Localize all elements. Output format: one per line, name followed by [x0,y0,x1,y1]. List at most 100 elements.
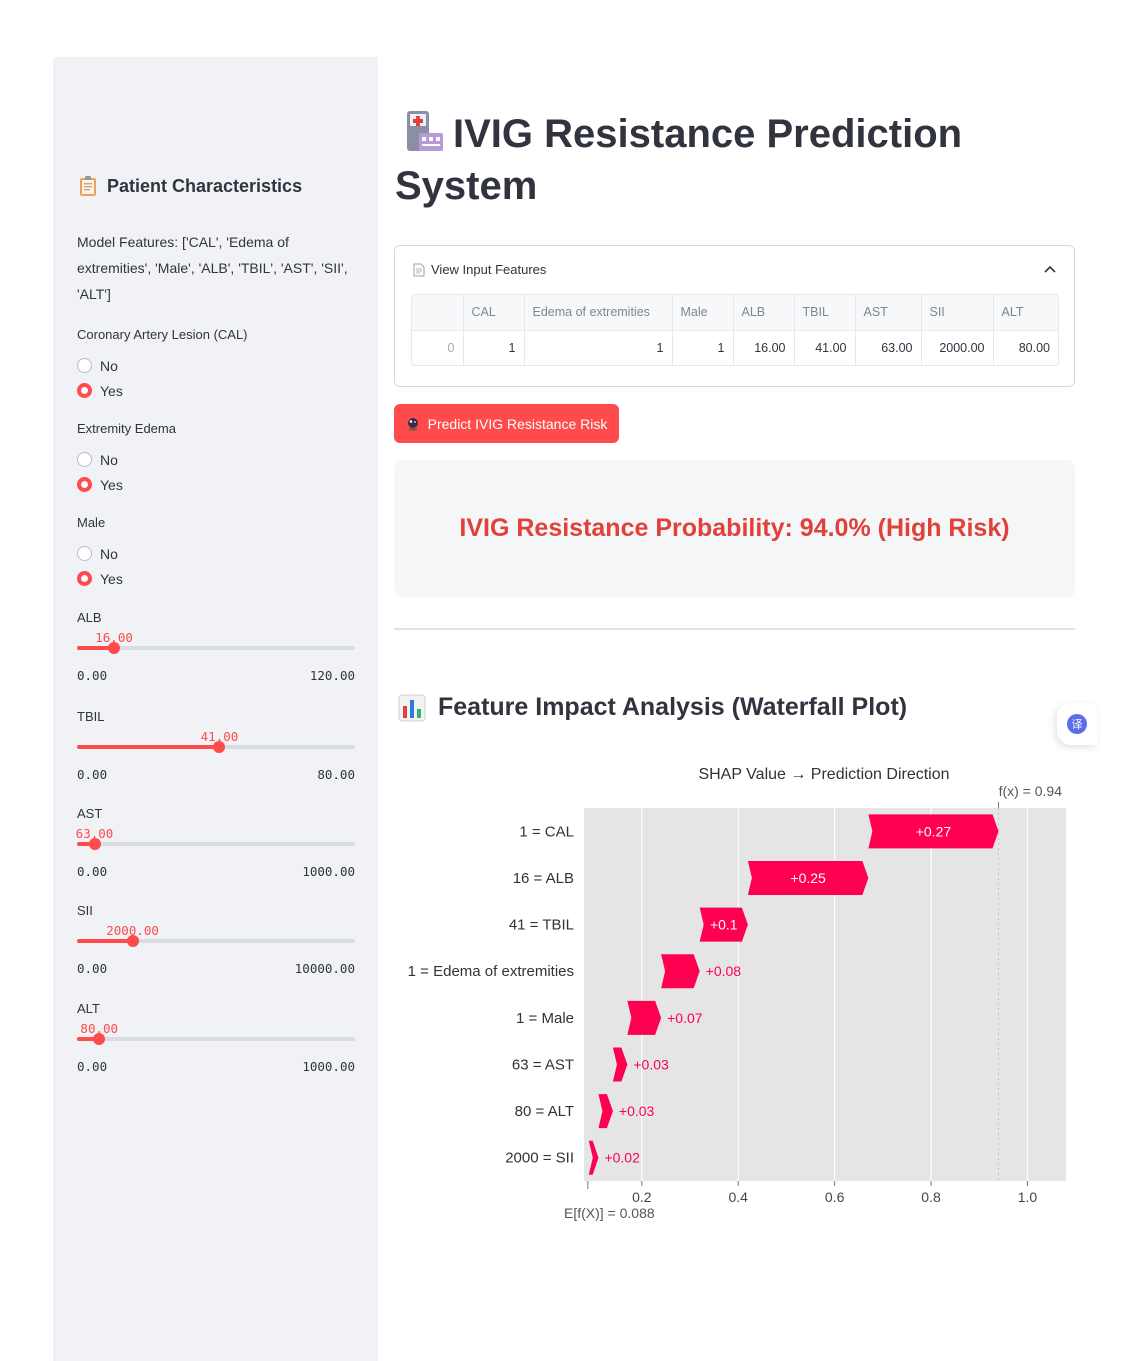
waterfall-bar [747,860,869,895]
crystal-ball-icon [407,417,418,430]
slider-fill [77,939,133,943]
input-features-table: CAL Edema of extremities Male ALB TBIL A… [411,294,1059,366]
slider-thumb[interactable] [88,838,101,850]
bar-value-label: +0.1 [710,917,738,933]
slider-ast[interactable]: AST 63.00 0.00 1000.00 [76,806,355,879]
table-cell: 80.00 [1018,340,1050,355]
slider-min: 0.00 [77,767,108,782]
slider-max: 120.00 [309,668,355,683]
chart-title: SHAP Value → Prediction Direction [698,766,949,783]
result-text: IVIG Resistance Probability: 94.0% (High… [459,514,1010,542]
table-cell: 41.00 [794,330,856,365]
waterfall-bar [699,907,748,942]
slider-min: 0.00 [77,668,108,683]
slider-value: 16.00 [95,630,133,645]
slider-max: 80.00 [317,767,355,782]
radio-option-no[interactable]: No [77,447,176,472]
page-title: IVIG Resistance Prediction System [395,108,1035,212]
table-header-cell: Male [672,295,734,331]
slider-value: 63.00 [75,826,114,841]
slider-track[interactable] [77,1033,355,1045]
x-tick-label: 0.6 [825,1189,845,1205]
table-cell: 63.00 [855,330,922,365]
hospital-icon [407,111,443,151]
expander-label: View Input Features [431,262,547,277]
slider-fill [77,745,220,749]
slider-tbil[interactable]: TBIL 41.00 0.00 80.00 [77,709,355,782]
translate-icon: 译 [1067,714,1087,734]
table-header-row: CAL Edema of extremities Male ALB TBIL A… [412,295,1058,331]
feature-label: 1 = CAL [519,823,574,840]
table-header-cell: ALB [733,295,795,331]
bar-value-label: +0.03 [633,1056,669,1072]
slider-min: 0.00 [77,864,108,879]
model-features-text: Model Features: ['CAL', 'Edema of extrem… [77,234,348,302]
feature-label: 1 = Male [516,1010,574,1027]
sidebar-header: Patient Characteristics [79,175,302,197]
x-ticks: 0.2 0.4 0.6 0.8 1.0 [587,802,1037,1205]
table-cell: 2000.00 [921,330,994,365]
radio-label-edema: Extremity Edema [77,421,176,436]
table-header-cell: TBIL [794,295,856,331]
predict-button-label: Predict IVIG Resistance Risk [427,415,608,432]
table-header-cell [412,295,464,331]
table-cell: 0 [412,330,464,365]
table-cell: 16.00 [733,330,795,365]
slider-label: ALB [77,610,102,625]
feature-label: 16 = ALB [513,870,574,887]
slider-fill [77,842,95,846]
slider-min: 0.00 [77,961,108,976]
waterfall-bar [598,1094,613,1129]
slider-label: SII [77,903,93,918]
table-cell: 1 [672,330,734,365]
table-row: 0 1 1 1 16.00 41.00 63.00 2000.00 80.00 [412,330,1058,365]
slider-sii[interactable]: SII 2000.00 0.00 10000.00 [77,903,355,976]
slider-track[interactable] [77,935,355,947]
fx-label: f(x) = 0.94 [999,783,1063,799]
radio-option-yes[interactable]: Yes [77,472,176,497]
slider-track[interactable] [77,741,355,753]
waterfall-bar [588,1140,599,1175]
slider-fill [77,646,115,650]
radio-group-male: Male No Yes [77,515,123,591]
radio-group-edema: Extremity Edema No Yes [77,421,176,497]
slider-label: AST [77,806,103,821]
table-cell: 1 [524,330,673,365]
page-title-text: IVIG Resistance Prediction System [395,112,963,208]
slider-fill [77,1037,100,1041]
sidebar-title: Patient Characteristics [107,175,303,196]
waterfall-bar [661,954,700,989]
bar-value-label: +0.08 [706,963,742,979]
radio-option-no[interactable]: No [77,353,248,378]
sidebar: Patient Characteristics Model Features: … [53,57,378,1361]
expander-header[interactable]: View Input Features [413,262,546,277]
bar-chart-icon [398,694,426,721]
slider-thumb[interactable] [93,1033,106,1045]
x-tick-label: 0.8 [921,1189,941,1205]
radio-option-yes[interactable]: Yes [77,566,123,591]
radio-option-yes[interactable]: Yes [77,378,248,403]
table-header-cell: AST [855,295,922,331]
slider-alb[interactable]: ALB 16.00 0.00 120.00 [77,610,355,683]
radio-option-no[interactable]: No [77,541,123,566]
feature-label: 80 = ALT [515,1103,574,1120]
waterfall-chart: SHAP Value → Prediction Direction f(x) =… [408,766,1066,1221]
bar-value-label: +0.27 [916,823,952,839]
slider-min: 0.00 [77,1059,108,1074]
feature-label: 1 = Edema of extremities [408,963,574,980]
translate-float-button[interactable]: 译 [1057,703,1097,745]
table-header-cell: ALT [993,295,1058,331]
slider-thumb[interactable] [108,642,121,654]
slider-track[interactable] [77,838,355,850]
slider-thumb[interactable] [126,935,139,947]
slider-track[interactable] [77,642,355,654]
table-cell: 1 [463,330,525,365]
chevron-up-icon[interactable] [1044,260,1056,276]
slider-thumb[interactable] [213,741,226,753]
slider-value: 41.00 [200,729,239,744]
slider-max: 1000.00 [302,864,355,879]
table-header-cell: Edema of extremities [524,295,673,331]
slider-alt[interactable]: ALT 80.00 0.00 1000.00 [77,1001,355,1074]
predict-button[interactable]: Predict IVIG Resistance Risk [394,404,619,443]
radio-label-male: Male [77,515,106,530]
